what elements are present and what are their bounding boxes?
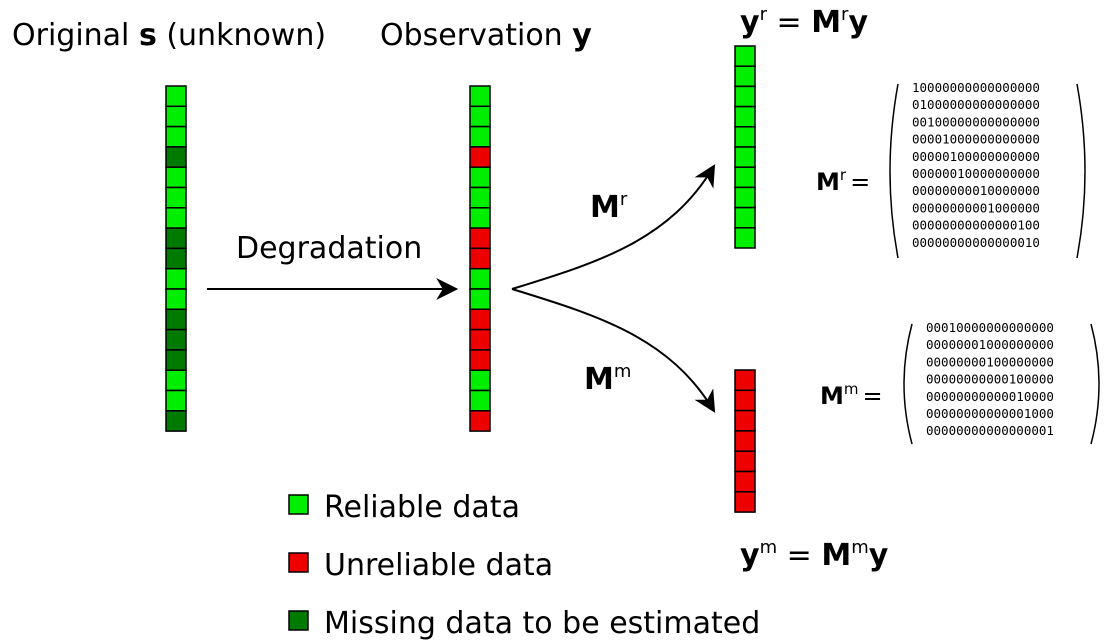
- observation-cell-reliable: [469, 207, 491, 229]
- original-cell-reliable: [165, 389, 187, 412]
- original-cell-missing: [165, 328, 187, 351]
- matrix-row: 00010000000000000: [926, 320, 1054, 335]
- matrix-row: 00000000000010000: [926, 389, 1054, 404]
- legend-swatch-missing: [288, 610, 309, 631]
- original-cell-reliable: [165, 105, 187, 128]
- missing-output-cell-unreliable: [734, 389, 756, 412]
- observation-cell-unreliable: [469, 349, 491, 371]
- unreliable-output-column: [734, 369, 756, 513]
- missing-matrix-right-paren: [1090, 323, 1100, 445]
- matrix-row: 00000000000001000: [926, 406, 1054, 421]
- missing-output-cell-unreliable: [734, 450, 756, 473]
- original-cell-reliable: [165, 125, 187, 148]
- matrix-row: 00000000000000010: [912, 235, 1040, 250]
- matrix-row: 00000000010000000: [912, 183, 1040, 198]
- reliable-output-cell-reliable: [734, 186, 756, 209]
- matrix-row: 00000000000100000: [926, 372, 1054, 387]
- original-cell-reliable: [165, 207, 187, 229]
- reliable-matrix-rows: 10000000000000000 01000000000000000 001000…: [912, 80, 1040, 250]
- observation-cell-reliable: [469, 166, 491, 189]
- original-signal-column: [165, 85, 187, 432]
- reliable-output-cell-reliable: [734, 45, 756, 67]
- matrix-row: 00100000000000000: [912, 114, 1040, 129]
- lower-arrow-label: Mm: [584, 361, 631, 397]
- original-cell-missing: [165, 146, 187, 168]
- reliable-output-cell-reliable: [734, 227, 756, 249]
- missing-matrix-rows: 00010000000000000 00000001000000000 000000…: [926, 320, 1054, 438]
- original-cell-reliable: [165, 186, 187, 209]
- matrix-row: 00000000001000000: [912, 200, 1040, 215]
- observation-cell-reliable: [469, 105, 491, 128]
- matrix-row: 10000000000000000: [912, 80, 1040, 95]
- observation-cell-reliable: [469, 267, 491, 290]
- missing-selection-arrow: [511, 288, 716, 413]
- matrix-row: 01000000000000000: [912, 97, 1040, 112]
- matrix-row: 00000000000000001: [926, 423, 1054, 438]
- reliable-output-cell-reliable: [734, 85, 756, 108]
- missing-matrix-left-paren: [903, 323, 913, 445]
- matrix-row: 00000000000000100: [912, 218, 1040, 233]
- original-cell-reliable: [165, 288, 187, 311]
- reliable-output-cell-reliable: [734, 65, 756, 88]
- original-cell-reliable: [165, 267, 187, 290]
- degradation-label: Degradation: [236, 231, 422, 266]
- original-cell-missing: [165, 410, 187, 432]
- reliable-matrix-left-paren: [889, 83, 899, 259]
- observation-cell-unreliable: [469, 247, 491, 270]
- matrix-row: 00001000000000000: [912, 132, 1040, 147]
- reliable-output-column: [734, 45, 756, 249]
- observation-cell-reliable: [469, 369, 491, 392]
- observation-cell-reliable: [469, 85, 491, 108]
- missing-matrix-label: Mm =: [820, 380, 883, 410]
- matrix-row: 00000000100000000: [926, 354, 1054, 369]
- legend-label-reliable: Reliable data: [324, 490, 520, 525]
- reliable-output-cell-reliable: [734, 105, 756, 128]
- original-cell-reliable: [165, 85, 187, 108]
- missing-output-cell-unreliable: [734, 369, 756, 392]
- observation-cell-unreliable: [469, 146, 491, 168]
- matrix-row: 00000100000000000: [912, 149, 1040, 164]
- reliable-output-cell-reliable: [734, 166, 756, 189]
- missing-output-cell-unreliable: [734, 470, 756, 493]
- original-cell-missing: [165, 227, 187, 250]
- matrix-row: 00000001000000000: [926, 337, 1054, 352]
- missing-output-cell-unreliable: [734, 430, 756, 452]
- reliable-matrix-right-paren: [1076, 83, 1086, 259]
- missing-output-cell-unreliable: [734, 491, 756, 513]
- reliable-equation: yr = Mry: [740, 4, 868, 40]
- legend-label-unreliable: Unreliable data: [324, 548, 553, 583]
- original-label: Original s (unknown): [12, 18, 326, 53]
- observation-cell-unreliable: [469, 227, 491, 250]
- observation-cell-reliable: [469, 389, 491, 412]
- legend: Reliable data Unreliable data Missing data…: [288, 490, 760, 641]
- missing-output-cell-unreliable: [734, 409, 756, 432]
- legend-label-missing: Missing data to be estimated: [324, 606, 760, 641]
- observation-cell-unreliable: [469, 328, 491, 351]
- reliable-selection-matrix: Mr = 10000000000000000 01000000000000000 00…: [816, 80, 1086, 259]
- legend-swatch-reliable: [288, 494, 309, 515]
- original-cell-reliable: [165, 369, 187, 392]
- legend-swatch-unreliable: [288, 552, 309, 573]
- missing-selection-matrix: Mm = 000100000000000000000000100000000000…: [820, 320, 1100, 445]
- matrix-row: 00000010000000000: [912, 166, 1040, 181]
- reliable-output-cell-reliable: [734, 206, 756, 229]
- original-cell-missing: [165, 349, 187, 371]
- missing-equation: ym = Mmy: [740, 537, 889, 573]
- upper-arrow-label: Mr: [590, 189, 628, 225]
- reliable-output-cell-reliable: [734, 146, 756, 168]
- observation-cell-unreliable: [469, 308, 491, 331]
- observation-cell-reliable: [469, 186, 491, 209]
- reliable-output-cell-reliable: [734, 126, 756, 148]
- observation-column: [469, 85, 491, 432]
- observation-cell-unreliable: [469, 410, 491, 432]
- original-cell-missing: [165, 308, 187, 331]
- reliable-selection-arrow: [511, 164, 716, 290]
- original-cell-missing: [165, 247, 187, 270]
- observation-label: Observation y: [380, 18, 592, 53]
- observation-cell-reliable: [469, 125, 491, 148]
- observation-cell-reliable: [469, 288, 491, 311]
- reliable-matrix-label: Mr =: [816, 166, 870, 196]
- original-cell-reliable: [165, 166, 187, 189]
